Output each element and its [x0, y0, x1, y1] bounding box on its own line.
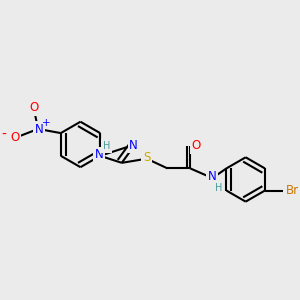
Text: O: O — [192, 139, 201, 152]
Text: H: H — [103, 141, 110, 151]
Text: H: H — [215, 183, 222, 193]
Text: N: N — [129, 139, 138, 152]
Text: Br: Br — [286, 184, 299, 197]
Text: N: N — [94, 148, 103, 161]
Text: +: + — [41, 118, 50, 128]
Text: N: N — [208, 170, 216, 184]
Text: N: N — [35, 123, 44, 136]
Text: O: O — [29, 101, 38, 114]
Text: O: O — [10, 131, 20, 144]
Text: -: - — [1, 128, 6, 142]
Text: S: S — [143, 151, 150, 164]
